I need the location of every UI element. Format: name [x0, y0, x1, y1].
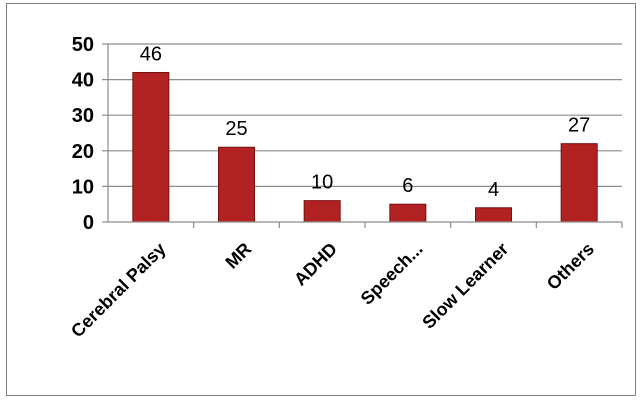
y-tick-label-10: 10 — [72, 176, 94, 198]
bar-0 — [132, 71, 170, 223]
x-tick-label-4: Slow Learner — [418, 239, 512, 333]
data-label-5: 27 — [568, 115, 590, 137]
data-label-2: 10 — [311, 172, 333, 194]
x-tick-label-0: Cerebral Palsy — [67, 239, 170, 342]
data-label-3: 6 — [402, 175, 413, 197]
x-axis: Cerebral Palsy MR ADHD Speech...Slow Learne… — [67, 221, 623, 342]
x-tick-label-1: MR — [221, 239, 255, 273]
bar-3 — [389, 203, 427, 223]
y-tick-label-20: 20 — [72, 141, 94, 163]
data-labels: 46 25 10 6 4 27 — [140, 43, 591, 200]
gridlines — [108, 43, 622, 187]
y-tick-label-30: 30 — [72, 105, 94, 127]
y-tick-label-50: 50 — [72, 34, 94, 56]
bar-1 — [218, 146, 255, 223]
chart-frame — [6, 3, 636, 396]
bar-5 — [560, 143, 598, 223]
data-label-4: 4 — [488, 179, 499, 201]
x-tick-label-3: Speech... — [357, 239, 427, 309]
x-tick-label-5: Others — [543, 239, 598, 294]
y-tick-label-0: 0 — [83, 212, 94, 234]
y-axis: 0 10 20 30 40 50 — [72, 34, 109, 234]
y-tick-label-40: 40 — [72, 70, 94, 92]
x-tick-label-2: ADHD — [290, 239, 341, 290]
bars — [132, 71, 598, 223]
data-label-1: 25 — [225, 118, 247, 140]
bar-4 — [475, 207, 512, 223]
bar-2 — [303, 200, 341, 223]
data-label-0: 46 — [140, 43, 162, 65]
